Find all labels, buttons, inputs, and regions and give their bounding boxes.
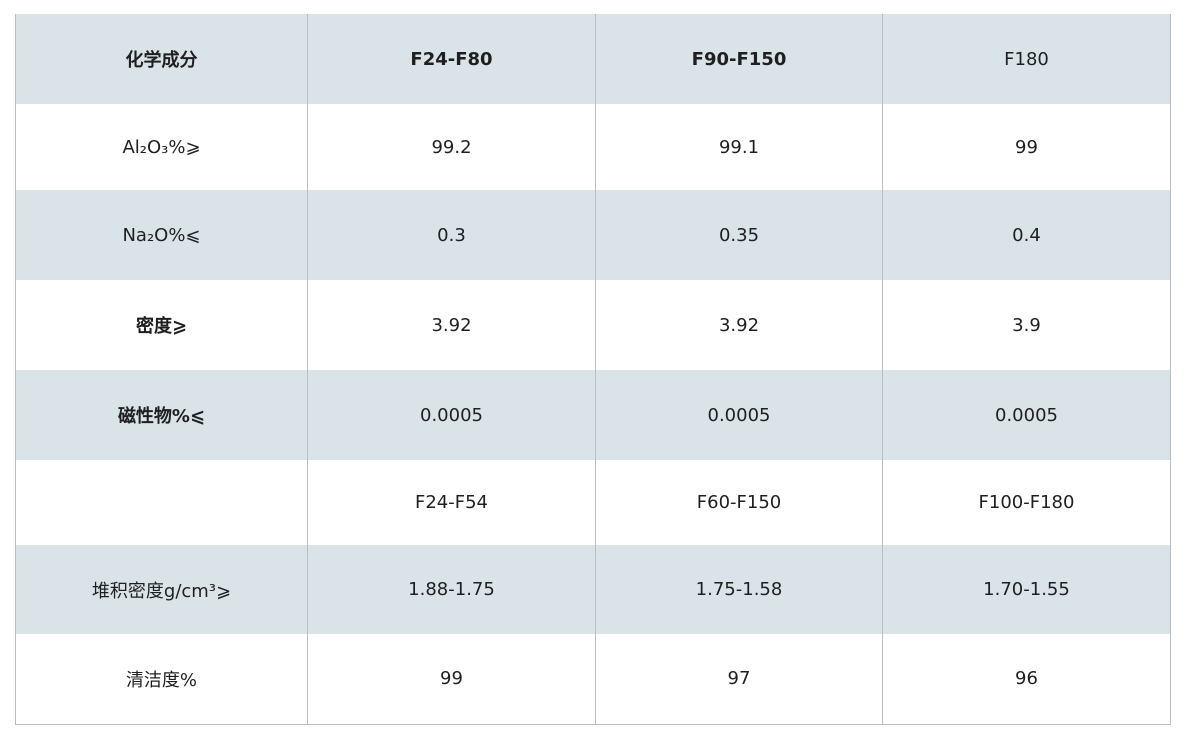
table-row-magnetic: 磁性物%⩽ 0.0005 0.0005 0.0005 <box>15 370 1171 460</box>
table-cell: 97 <box>595 634 883 725</box>
row-label-sodium-oxide: Na₂O%⩽ <box>15 190 308 280</box>
table-row-sodium-oxide: Na₂O%⩽ 0.3 0.35 0.4 <box>15 190 1171 280</box>
table-cell: 0.0005 <box>882 370 1171 460</box>
table-cell: 0.3 <box>307 190 596 280</box>
header-cell-grade-3: F180 <box>882 14 1171 104</box>
table-header-row: 化学成分 F24-F80 F90-F150 F180 <box>15 14 1171 104</box>
table-row-alumina: Al₂O₃%⩾ 99.2 99.1 99 <box>15 104 1171 190</box>
table-cell: F100-F180 <box>882 460 1171 545</box>
row-label-density: 密度⩾ <box>15 280 308 370</box>
header-cell-composition: 化学成分 <box>15 14 308 104</box>
table-cell: F60-F150 <box>595 460 883 545</box>
table-cell: 0.4 <box>882 190 1171 280</box>
table-cell: 0.35 <box>595 190 883 280</box>
table-row-cleanliness: 清洁度% 99 97 96 <box>15 634 1171 725</box>
row-label-magnetic: 磁性物%⩽ <box>15 370 308 460</box>
table-cell: 1.88-1.75 <box>307 545 596 634</box>
table-row-bulk-density: 堆积密度g/cm³⩾ 1.88-1.75 1.75-1.58 1.70-1.55 <box>15 545 1171 634</box>
table-cell: 3.9 <box>882 280 1171 370</box>
table-cell: 1.70-1.55 <box>882 545 1171 634</box>
table-cell: 99 <box>882 104 1171 190</box>
table-cell: 99 <box>307 634 596 725</box>
row-label-alumina: Al₂O₃%⩾ <box>15 104 308 190</box>
row-label-empty <box>15 460 308 545</box>
row-label-bulk-density: 堆积密度g/cm³⩾ <box>15 545 308 634</box>
chemical-composition-table: 化学成分 F24-F80 F90-F150 F180 Al₂O₃%⩾ 99.2 … <box>15 14 1171 725</box>
table-row-density: 密度⩾ 3.92 3.92 3.9 <box>15 280 1171 370</box>
table-cell: 99.1 <box>595 104 883 190</box>
table-cell: 96 <box>882 634 1171 725</box>
table-cell: 3.92 <box>595 280 883 370</box>
row-label-cleanliness: 清洁度% <box>15 634 308 725</box>
table-cell: 1.75-1.58 <box>595 545 883 634</box>
header-cell-grade-2: F90-F150 <box>595 14 883 104</box>
table-cell: 3.92 <box>307 280 596 370</box>
table-cell: 0.0005 <box>595 370 883 460</box>
header-cell-grade-1: F24-F80 <box>307 14 596 104</box>
table-row-grade-range: F24-F54 F60-F150 F100-F180 <box>15 460 1171 545</box>
table-cell: 0.0005 <box>307 370 596 460</box>
table-cell: 99.2 <box>307 104 596 190</box>
table-cell: F24-F54 <box>307 460 596 545</box>
